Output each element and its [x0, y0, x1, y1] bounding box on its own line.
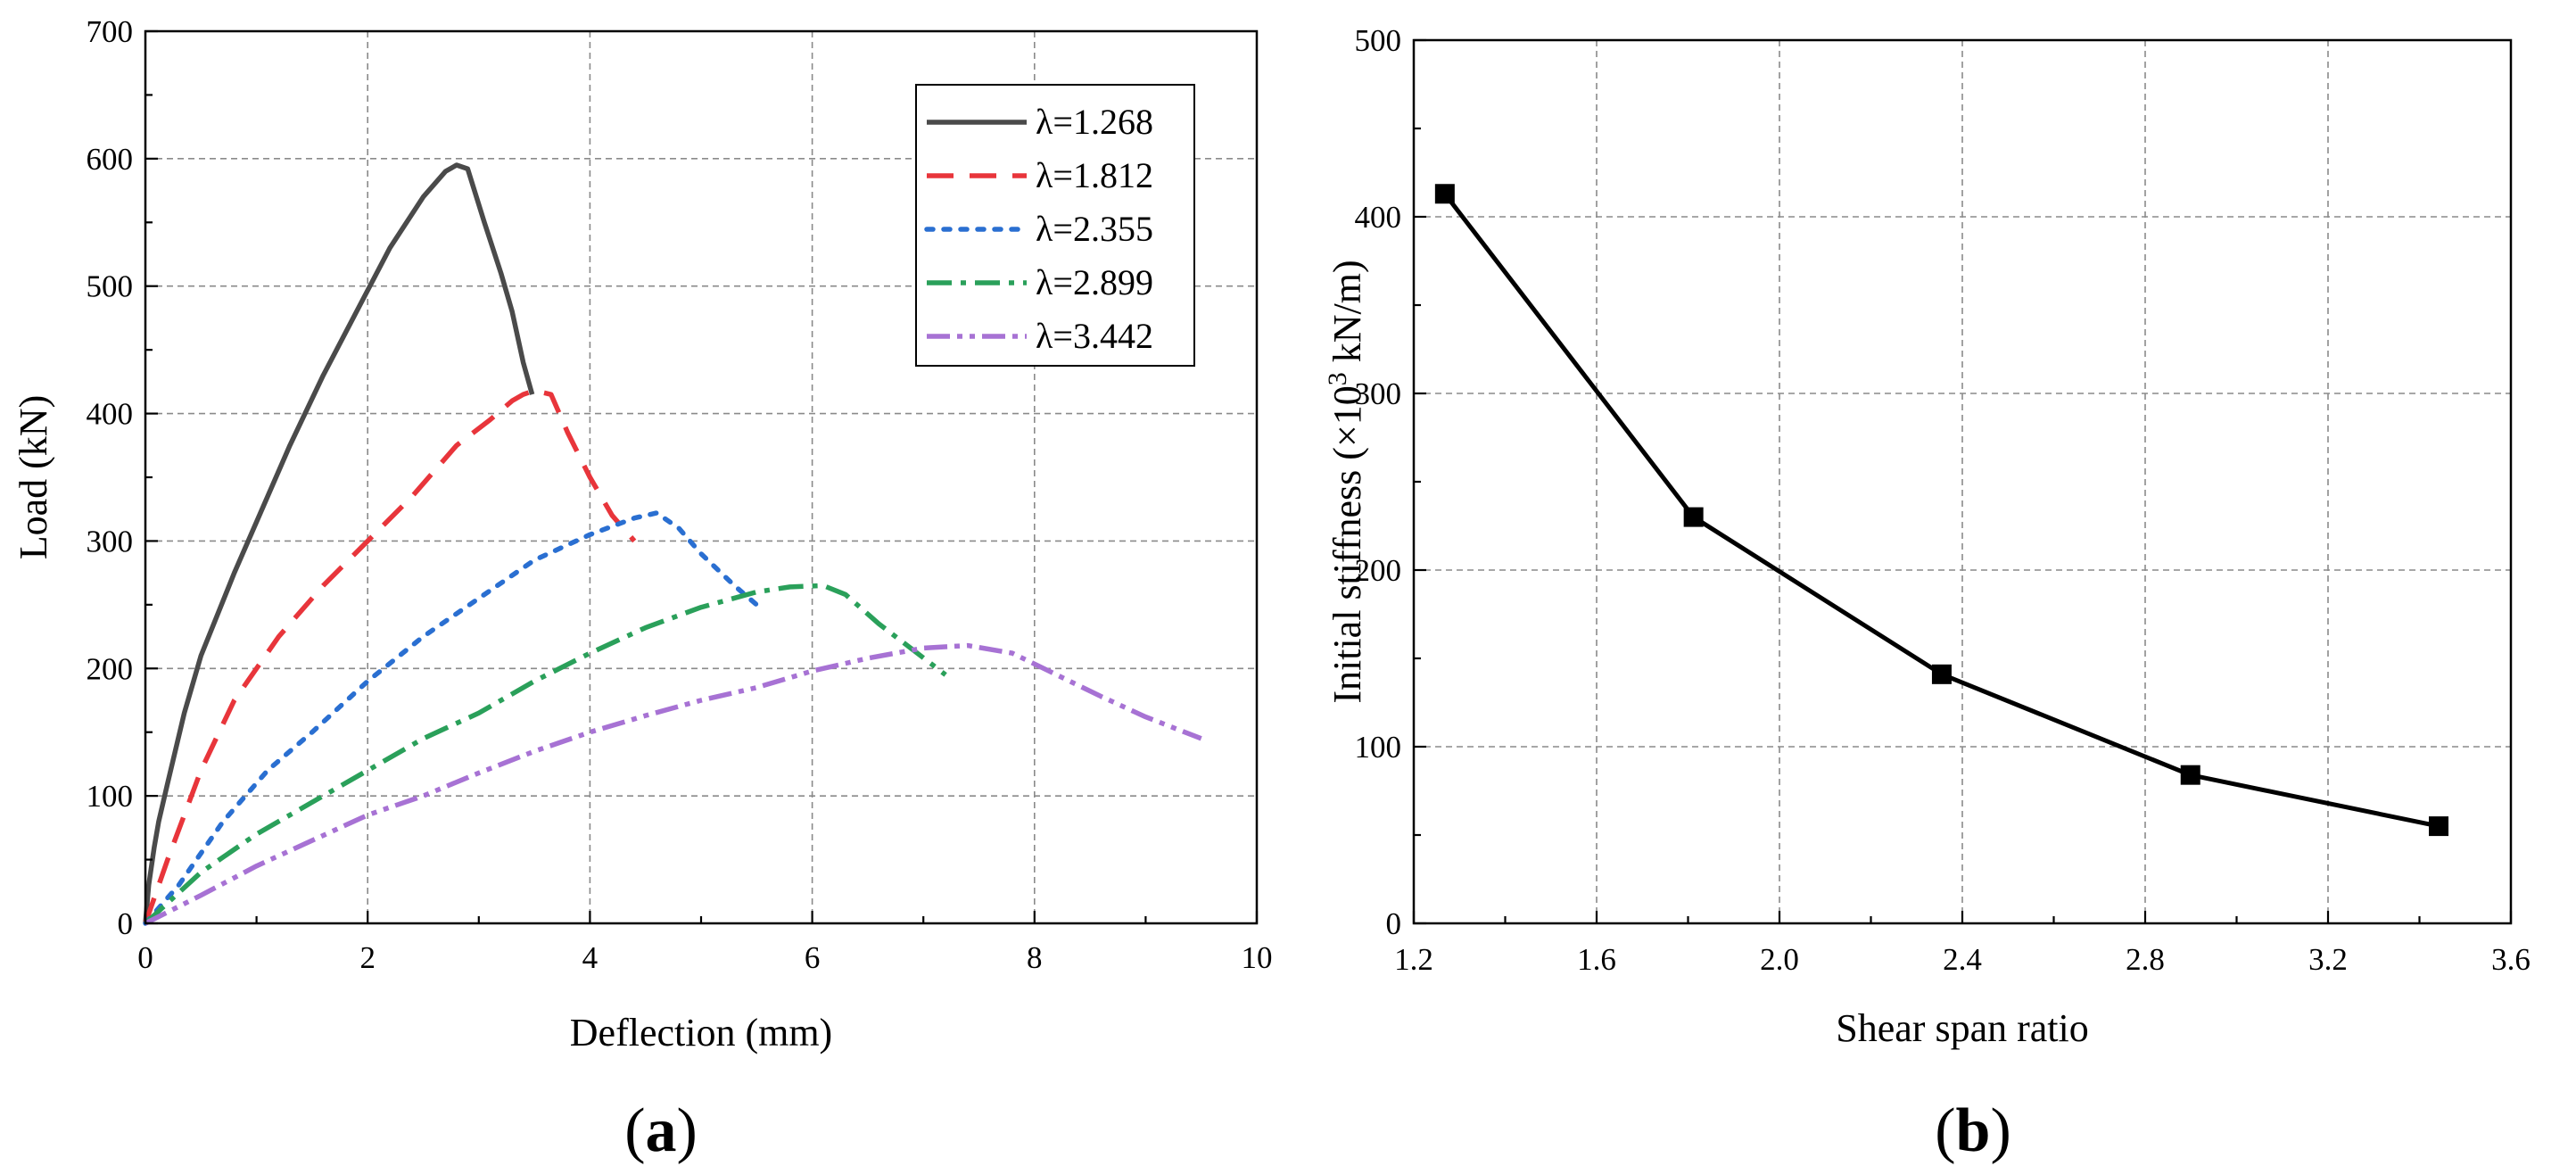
b-series-line	[1442, 192, 2440, 829]
panel-a-legend: λ=1.268 λ=1.812 λ=2.355 λ=2.899 λ=3.442	[915, 84, 1195, 367]
a-y-tick-label: 500	[87, 269, 134, 304]
a-x-tick-label: 2	[359, 940, 376, 975]
b-y-tick-label: 200	[1355, 553, 1402, 588]
panel-b-stiffness: 1.2 1.6 2.0 2.4 2.8 3.2 3.6 0 100 200 300 400 500 Sh…	[1323, 23, 2531, 1165]
b-data-point	[1434, 184, 1455, 204]
b-x-tick-label: 3.2	[2308, 942, 2348, 977]
panel-b-ticks: 1.2 1.6 2.0 2.4 2.8 3.2 3.6 0 100 200 300 400 500	[1355, 23, 2531, 977]
b-data-point	[2429, 816, 2449, 837]
panel-a-series	[143, 162, 1202, 926]
a-series-line-2	[143, 388, 637, 924]
a-y-tick-label: 300	[87, 524, 134, 558]
a-y-tick-label: 0	[118, 906, 134, 941]
a-y-tick-label: 700	[87, 14, 134, 49]
panel-b-series	[1434, 184, 2449, 837]
panel-b-label: (b)	[1935, 1096, 2011, 1165]
y-title-tail: kN/m)	[1325, 260, 1369, 372]
b-y-tick-label: 500	[1355, 23, 1402, 58]
panel-b-grid	[1414, 40, 2511, 923]
b-y-tick-label: 100	[1355, 730, 1402, 765]
a-x-tick-label: 6	[805, 940, 821, 975]
a-series-line-1	[143, 162, 535, 924]
b-data-point	[1683, 507, 1704, 527]
a-y-tick-label: 600	[87, 142, 134, 177]
a-legend-label-1: λ=1.268	[1036, 102, 1153, 142]
panel-a-y-axis-title: Load (kN)	[12, 395, 55, 560]
b-x-tick-label: 2.8	[2126, 942, 2165, 977]
panel-b-y-axis-title: Initial stiffness (×103 kN/m)	[1323, 260, 1369, 703]
b-data-point	[1931, 664, 1952, 684]
b-y-tick-label: 0	[1386, 906, 1402, 941]
a-legend-label-3: λ=2.355	[1036, 209, 1153, 249]
a-series-line-5	[144, 642, 1202, 926]
a-y-tick-label: 100	[87, 779, 134, 814]
b-x-tick-label: 1.6	[1577, 942, 1616, 977]
b-y-tick-label: 300	[1355, 376, 1402, 411]
b-x-tick-label: 2.4	[1943, 942, 1982, 977]
a-legend-label-5: λ=3.442	[1036, 316, 1153, 356]
b-y-tick-label: 400	[1355, 200, 1402, 235]
b-x-tick-label: 2.0	[1760, 942, 1799, 977]
a-series-line-3	[143, 510, 760, 926]
a-series-line-4	[144, 583, 947, 926]
a-legend-label-2: λ=1.812	[1036, 155, 1153, 195]
b-x-tick-label: 1.2	[1394, 942, 1433, 977]
b-data-point	[2180, 765, 2200, 785]
a-legend-label-4: λ=2.899	[1036, 262, 1153, 302]
a-y-tick-label: 200	[87, 651, 134, 686]
y-title-main: Initial stiffness (×10	[1325, 385, 1369, 703]
a-x-tick-label: 0	[137, 940, 153, 975]
a-y-tick-label: 400	[87, 397, 134, 432]
panel-a-x-axis-title: Deflection (mm)	[570, 1011, 832, 1054]
b-x-tick-label: 3.6	[2491, 942, 2531, 977]
y-title-superscript: 3	[1323, 372, 1352, 385]
panel-a-label: (a)	[624, 1096, 698, 1165]
a-x-tick-label: 8	[1027, 940, 1043, 975]
panel-b-x-axis-title: Shear span ratio	[1836, 1006, 2088, 1050]
a-x-tick-label: 4	[582, 940, 599, 975]
a-x-tick-label: 10	[1242, 940, 1273, 975]
a-legend-box	[915, 84, 1195, 367]
